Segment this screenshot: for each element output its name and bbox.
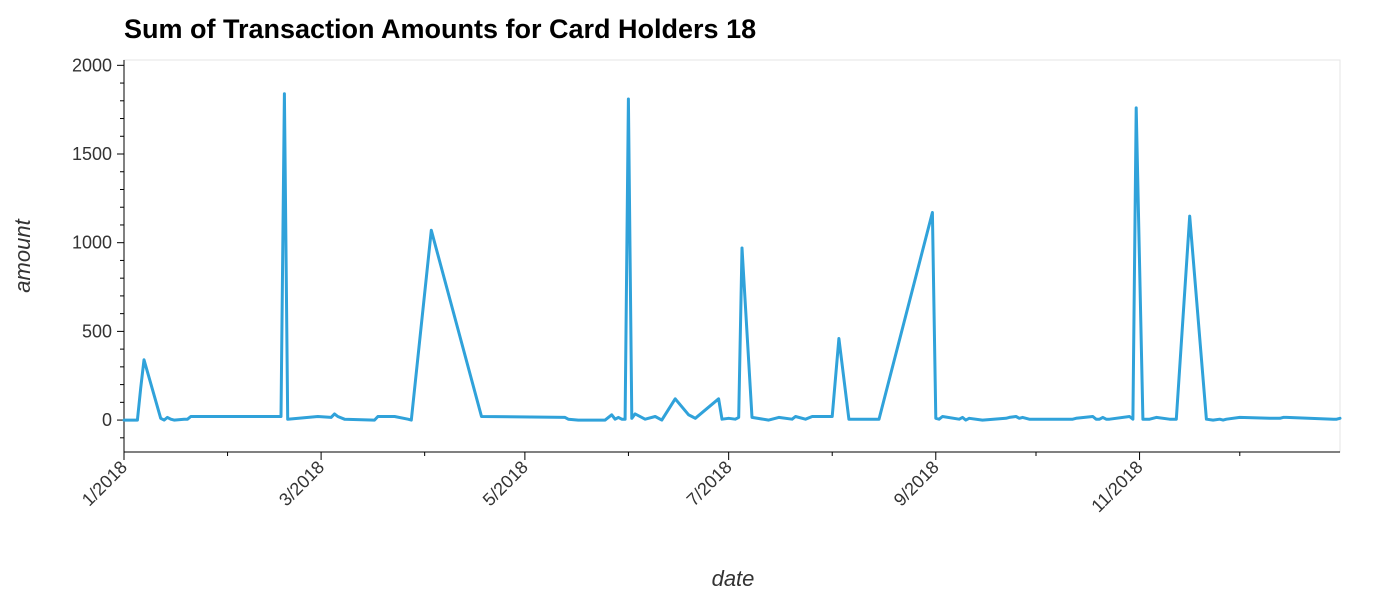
y-tick-label: 2000 xyxy=(72,55,112,75)
chart-title: Sum of Transaction Amounts for Card Hold… xyxy=(124,14,757,44)
y-tick-label: 1000 xyxy=(72,233,112,253)
y-tick-label: 1500 xyxy=(72,144,112,164)
x-tick-label: 11/2018 xyxy=(1087,457,1146,516)
y-tick-label: 0 xyxy=(102,410,112,430)
x-tick-label: 7/2018 xyxy=(683,457,736,510)
x-tick-label: 9/2018 xyxy=(890,457,943,510)
y-tick-label: 500 xyxy=(82,321,112,341)
x-tick-label: 5/2018 xyxy=(479,457,532,510)
x-axis-label: date xyxy=(712,566,755,591)
x-axis: 1/2018 3/2018 5/2018 7/2018 9/2018 11/2018 xyxy=(78,451,1340,516)
x-tick-label: 3/2018 xyxy=(275,457,328,510)
y-axis-label: amount xyxy=(10,218,35,292)
y-axis: 0 500 1000 1500 2000 xyxy=(72,55,125,452)
plot-frame xyxy=(123,59,1341,453)
x-tick-label: 1/2018 xyxy=(78,457,131,510)
series-line-amount xyxy=(122,92,1342,422)
